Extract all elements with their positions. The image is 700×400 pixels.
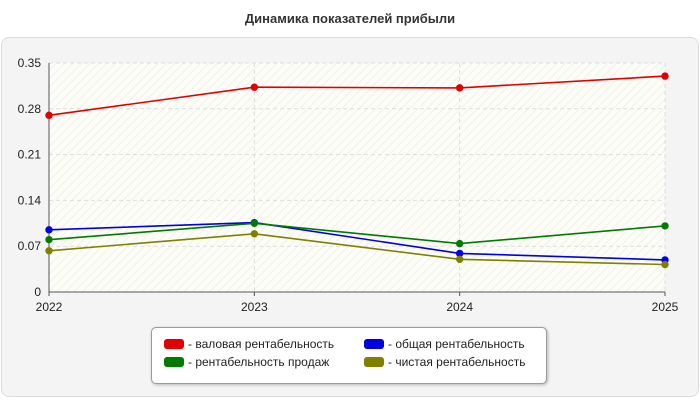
series-line-4: [48, 232, 666, 266]
y-tick-label: 0: [34, 285, 41, 299]
x-tick-label: 2022: [36, 300, 63, 314]
x-tick-label: 2025: [652, 300, 679, 314]
chart-title: Динамика показателей прибыли: [244, 11, 456, 26]
legend-swatch-total-margin: [364, 339, 384, 349]
data-point-s4-1: [45, 247, 53, 255]
y-tick-label: 0.28: [18, 102, 42, 116]
y-tick-label: 0.35: [18, 56, 42, 70]
y-tick-label: 0.14: [18, 193, 42, 207]
data-point-s1-4: [661, 72, 669, 80]
data-point-s2-1: [45, 226, 53, 234]
legend-swatch-net-margin: [364, 357, 384, 367]
y-tick-label: 0.07: [18, 239, 42, 253]
legend-swatch-sales-margin: [164, 357, 184, 367]
series-line-2: [48, 221, 666, 261]
data-point-s1-3: [455, 84, 464, 92]
data-point-s4-2: [250, 230, 259, 238]
series-line-3: [48, 222, 666, 245]
x-tick-label: 2023: [241, 300, 268, 314]
legend-label-net-margin: - чистая рентабельность: [388, 355, 526, 369]
data-point-s1-2: [250, 83, 259, 91]
legend-label-gross-margin: - валовая рентабельность: [188, 337, 335, 351]
legend-item-sales-margin: - рентабельность продаж: [164, 355, 329, 369]
data-point-s4-3: [455, 255, 464, 263]
data-point-s1-1: [45, 111, 53, 120]
chart-legend: - валовая рентабельность - общая рентабе…: [151, 327, 547, 384]
legend-label-total-margin: - общая рентабельность: [388, 337, 525, 351]
legend-item-gross-margin: - валовая рентабельность: [164, 337, 334, 351]
x-tick-label: 2024: [446, 300, 473, 314]
data-point-s3-4: [661, 222, 669, 230]
data-point-s3-3: [455, 239, 464, 248]
legend-label-sales-margin: - рентабельность продаж: [188, 355, 330, 369]
y-tick-label: 0.21: [18, 148, 42, 162]
data-point-s3-2: [250, 219, 259, 228]
series-line-1: [48, 75, 666, 117]
legend-item-net-margin: - чистая рентабельность: [364, 355, 525, 369]
data-point-s4-4: [661, 260, 669, 269]
legend-swatch-gross-margin: [164, 339, 184, 349]
legend-item-total-margin: - общая рентабельность: [364, 337, 525, 351]
data-point-s3-1: [45, 235, 53, 244]
